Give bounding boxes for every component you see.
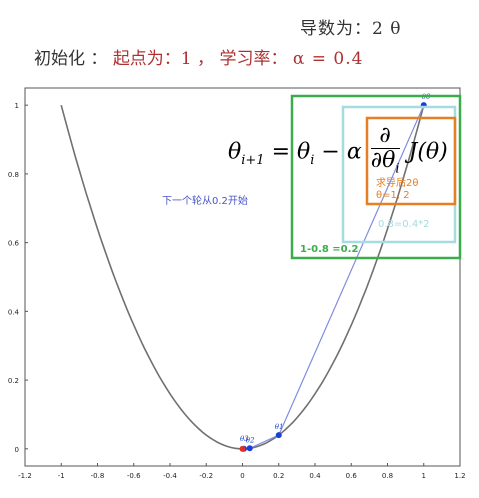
x-tick-label: -1.2 <box>18 472 32 480</box>
x-tick-label: 0.8 <box>382 472 393 480</box>
derivative-label: 导数为：2 θ <box>300 19 402 39</box>
x-tick-label: -0.4 <box>163 472 177 480</box>
point-label: θ3 <box>240 435 249 443</box>
y-tick-label: 1 <box>15 102 19 110</box>
derivative-note: 求导后2θ <box>376 178 419 189</box>
update-formula: θi+1 = θi − α ∂ ∂θi J(θ) <box>228 124 448 181</box>
subtraction-note: 1-0.8 =0.2 <box>300 244 359 255</box>
learning-rate-label: 学习率： <box>219 49 288 69</box>
x-tick-label: -1 <box>58 472 65 480</box>
x-tick-label: -0.2 <box>199 472 213 480</box>
partial-fraction: ∂ ∂θi <box>370 123 400 177</box>
gradient-point <box>246 445 253 452</box>
y-tick-label: 0.4 <box>8 308 20 316</box>
y-tick-label: 0 <box>15 446 19 454</box>
y-tick-label: 0.8 <box>8 171 19 179</box>
x-tick-label: -0.8 <box>91 472 105 480</box>
y-tick-label: 0.2 <box>8 377 19 385</box>
learning-rate-value: α = 0.4 <box>292 49 364 69</box>
gradient-point <box>275 432 282 439</box>
point-label: θ2 <box>246 436 255 444</box>
x-tick-label: -0.6 <box>127 472 141 480</box>
x-tick-label: 1.2 <box>454 472 465 480</box>
gradient-point <box>239 445 246 452</box>
x-tick-label: 0.4 <box>309 472 321 480</box>
x-ticks: -1.2 -1 -0.8 -0.6 -0.4 -0.2 0 0.2 0.4 0.6 0.8 1 1.2 <box>18 463 466 480</box>
x-tick-label: 1 <box>422 472 426 480</box>
green-box <box>290 94 462 260</box>
x-tick-label: 0.6 <box>346 472 358 480</box>
start-label: 起点为：1 ， <box>112 49 215 69</box>
theta-value-note: θ=1, 2 <box>376 190 410 201</box>
y-tick-label: 0.6 <box>8 240 20 248</box>
next-round-note: 下一个轮从0.2开始 <box>162 196 248 207</box>
y-ticks: 0 0.2 0.4 0.6 0.8 1 <box>8 102 28 454</box>
step-product-note: 0.8=0.4*2 <box>378 219 430 230</box>
x-tick-label: 0 <box>240 472 244 480</box>
init-line: 初始化 ： 起点为：1 ， 学习率： α = 0.4 <box>34 44 363 69</box>
init-label: 初始化 ： <box>34 49 108 69</box>
point-label: θ1 <box>275 423 284 431</box>
orange-box <box>365 116 457 206</box>
x-tick-label: 0.2 <box>273 472 284 480</box>
